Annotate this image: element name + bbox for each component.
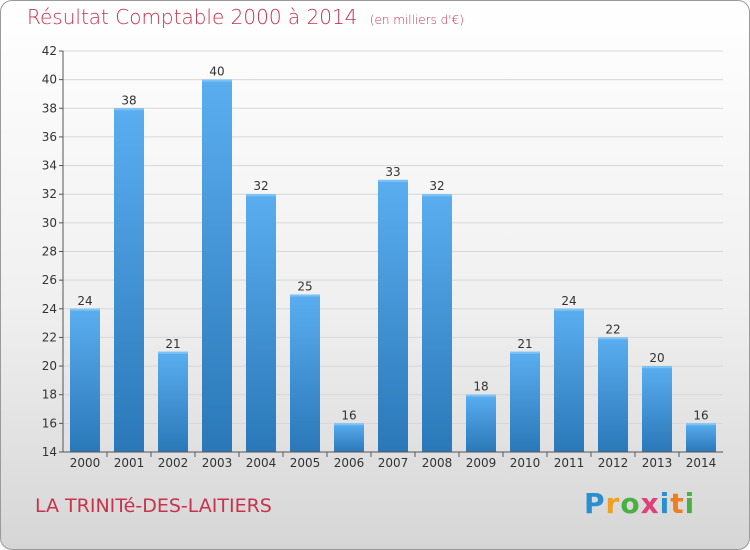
x-tick-label: 2010 xyxy=(510,456,541,470)
logo-letter: P xyxy=(584,487,606,520)
y-tick-label: 26 xyxy=(42,273,57,287)
y-tick-label: 22 xyxy=(42,330,57,344)
x-tick-label: 2004 xyxy=(246,456,277,470)
bar xyxy=(114,108,144,453)
x-tick-label: 2009 xyxy=(466,456,497,470)
y-tick-label: 24 xyxy=(42,302,57,316)
x-tick-label: 2011 xyxy=(554,456,585,470)
y-tick-label: 20 xyxy=(42,359,57,373)
bar xyxy=(378,179,408,452)
bar-highlight xyxy=(642,366,672,369)
axes xyxy=(59,50,723,457)
data-label: 21 xyxy=(517,337,532,351)
data-label: 16 xyxy=(693,408,708,422)
data-label: 18 xyxy=(473,380,488,394)
x-tick-label: 2003 xyxy=(202,456,233,470)
logo-letter: t xyxy=(670,487,685,520)
y-tick-label: 30 xyxy=(42,216,57,230)
logo-letter: r xyxy=(605,487,621,520)
bar xyxy=(70,308,100,452)
bar-highlight xyxy=(202,79,232,82)
y-tick-label: 16 xyxy=(42,416,57,430)
bar-highlight xyxy=(70,308,100,311)
data-label: 21 xyxy=(165,337,180,351)
x-tick-label: 2014 xyxy=(686,456,717,470)
bar xyxy=(554,308,584,452)
chart-title: Résultat Comptable 2000 à 2014 (en milli… xyxy=(27,5,464,29)
x-tick-label: 2005 xyxy=(290,456,321,470)
y-tick-label: 34 xyxy=(42,159,57,173)
proxiti-logo[interactable]: Proxiti xyxy=(584,487,695,520)
y-tick-label: 14 xyxy=(42,445,57,459)
data-label: 32 xyxy=(429,179,444,193)
y-tick-label: 38 xyxy=(42,101,57,115)
bar xyxy=(466,394,496,452)
data-label: 16 xyxy=(341,408,356,422)
bar xyxy=(510,351,540,452)
y-tick-label: 28 xyxy=(42,245,57,259)
commune-name: LA TRINITé-DES-LAITIERS xyxy=(35,495,272,517)
bar xyxy=(598,337,628,452)
x-tick-label: 2000 xyxy=(70,456,101,470)
x-tick-label: 2012 xyxy=(598,456,629,470)
bar-highlight xyxy=(422,194,452,197)
bar xyxy=(642,366,672,452)
x-tick-label: 2001 xyxy=(114,456,145,470)
chart-title-text: Résultat Comptable 2000 à 2014 xyxy=(27,5,358,29)
bar-highlight xyxy=(554,308,584,311)
y-tick-label: 18 xyxy=(42,388,57,402)
data-label: 33 xyxy=(385,165,400,179)
bar-highlight xyxy=(158,351,188,354)
bar xyxy=(686,423,716,452)
bar xyxy=(334,423,364,452)
labels: 14 16 18 20 22 24 26 28 30 32 34 36 38 40 42 24 2000 38 20… xyxy=(42,44,717,470)
chart-subtitle: (en milliers d'€) xyxy=(369,13,464,27)
data-label: 32 xyxy=(253,179,268,193)
x-tick-label: 2013 xyxy=(642,456,673,470)
bar-highlight xyxy=(598,337,628,340)
data-label: 24 xyxy=(77,294,92,308)
logo-letter: i xyxy=(684,487,696,520)
data-label: 22 xyxy=(605,322,620,336)
bar xyxy=(202,79,232,453)
bar xyxy=(422,194,452,452)
bar-highlight xyxy=(246,194,276,197)
data-label: 38 xyxy=(121,93,136,107)
bar xyxy=(290,294,320,452)
data-label: 20 xyxy=(649,351,664,365)
bar-highlight xyxy=(378,179,408,182)
data-label: 40 xyxy=(209,65,224,79)
x-tick-label: 2006 xyxy=(334,456,365,470)
logo-letter: o xyxy=(620,487,641,520)
y-tick-label: 40 xyxy=(42,73,57,87)
bars xyxy=(70,79,716,453)
bar-highlight xyxy=(334,423,364,426)
y-tick-label: 36 xyxy=(42,130,57,144)
bar-highlight xyxy=(510,351,540,354)
bar-chart: 14 16 18 20 22 24 26 28 30 32 34 36 38 40 42 24 2000 38 20… xyxy=(42,44,723,470)
logo-letter: i xyxy=(659,487,671,520)
data-label: 25 xyxy=(297,279,312,293)
bar xyxy=(246,194,276,452)
logo-letter: x xyxy=(640,487,660,520)
y-tick-label: 42 xyxy=(42,44,57,58)
bar-highlight xyxy=(114,108,144,111)
x-tick-label: 2002 xyxy=(158,456,189,470)
bar-highlight xyxy=(686,423,716,426)
bar-highlight xyxy=(290,294,320,297)
y-tick-label: 32 xyxy=(42,187,57,201)
x-tick-label: 2008 xyxy=(422,456,453,470)
x-tick-label: 2007 xyxy=(378,456,409,470)
data-label: 24 xyxy=(561,294,576,308)
bar-highlight xyxy=(466,394,496,397)
bar xyxy=(158,351,188,452)
